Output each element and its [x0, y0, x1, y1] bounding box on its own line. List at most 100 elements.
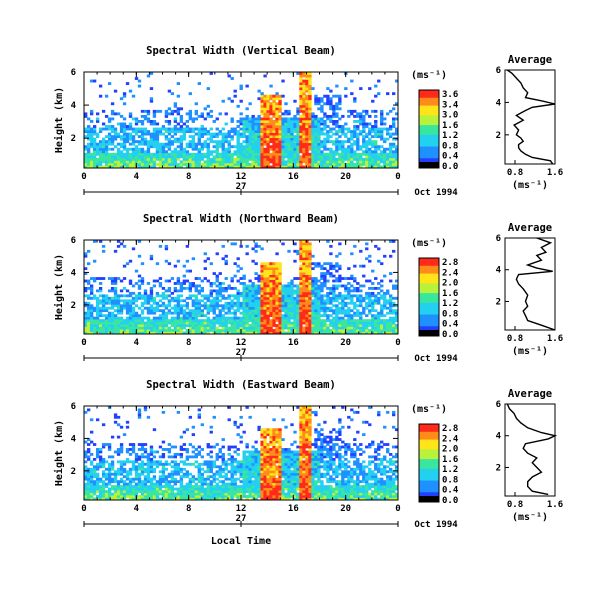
heatmap-cell [87, 143, 90, 146]
heatmap-cell [102, 324, 105, 327]
heatmap-cell [338, 265, 341, 268]
heatmap-cell [314, 155, 317, 158]
heatmap-cell [272, 150, 275, 153]
heatmap-cell [365, 155, 368, 158]
heatmap-cell [353, 110, 356, 113]
heatmap-cell [245, 125, 248, 128]
heatmap-cell [308, 309, 311, 312]
heatmap-cell [177, 473, 180, 476]
heatmap-cell [141, 304, 144, 307]
heatmap-cell [198, 324, 201, 327]
heatmap-cell [210, 289, 213, 292]
heatmap-cell [117, 112, 120, 115]
heatmap-cell [168, 473, 171, 476]
heatmap-cell [320, 110, 323, 113]
heatmap-cell [147, 463, 150, 466]
heatmap-cell [287, 128, 290, 131]
heatmap-cell [269, 297, 272, 300]
heatmap-cell [365, 280, 368, 283]
heatmap-cell [275, 163, 278, 166]
heatmap-cell [90, 431, 93, 434]
heatmap-cell [311, 304, 314, 307]
heatmap-cell [308, 125, 311, 128]
heatmap-cell [99, 322, 102, 325]
heatmap-cell [234, 314, 237, 317]
heatmap-cell [204, 252, 207, 255]
x-tick-label: 12 [236, 172, 247, 182]
heatmap-cell [317, 262, 320, 265]
heatmap-cell [87, 287, 90, 290]
heatmap-cell [96, 480, 99, 483]
heatmap-cell [240, 324, 243, 327]
heatmap-cell [180, 304, 183, 307]
heatmap-cell [162, 317, 165, 320]
heatmap-cell [350, 130, 353, 133]
heatmap-cell [99, 460, 102, 463]
heatmap-cell [317, 280, 320, 283]
heatmap-cell [341, 322, 344, 325]
heatmap-cell [305, 115, 308, 118]
heatmap-cell [237, 327, 240, 330]
heatmap-cell [299, 82, 302, 85]
heatmap-cell [389, 324, 392, 327]
heatmap-cell [368, 294, 371, 297]
heatmap-cell [219, 272, 222, 275]
heatmap-cell [275, 327, 278, 330]
heatmap-cell [329, 115, 332, 118]
heatmap-cell [162, 128, 165, 131]
heatmap-cell [120, 307, 123, 310]
heatmap-cell [120, 309, 123, 312]
heatmap-cell [266, 148, 269, 151]
heatmap-cell [260, 112, 263, 115]
heatmap-cell [84, 493, 87, 496]
heatmap-cell [99, 463, 102, 466]
heatmap-cell [171, 329, 174, 332]
heatmap-cell [302, 120, 305, 123]
heatmap-cell [150, 135, 153, 138]
heatmap-cell [308, 287, 311, 290]
heatmap-cell [237, 143, 240, 146]
heatmap-cell [305, 75, 308, 78]
heatmap-cell [329, 107, 332, 110]
heatmap-cell [386, 153, 389, 156]
heatmap-cell [99, 277, 102, 280]
heatmap-cell [356, 319, 359, 322]
heatmap-cell [260, 97, 263, 100]
heatmap-cell [216, 299, 219, 302]
heatmap-cell [272, 120, 275, 123]
heatmap-cell [195, 314, 198, 317]
heatmap-cell [222, 317, 225, 320]
heatmap-cell [290, 307, 293, 310]
heatmap-cell [126, 155, 129, 158]
heatmap-cell [150, 297, 153, 300]
heatmap-cell [377, 163, 380, 166]
heatmap-cell [386, 307, 389, 310]
heatmap-cell [245, 145, 248, 148]
heatmap-cell [260, 150, 263, 153]
heatmap-cell [377, 260, 380, 263]
heatmap-cell [362, 322, 365, 325]
heatmap-cell [305, 297, 308, 300]
heatmap-cell [353, 153, 356, 156]
heatmap-cell [117, 448, 120, 451]
heatmap-cell [243, 128, 246, 131]
heatmap-cell [159, 485, 162, 488]
heatmap-cell [302, 285, 305, 288]
heatmap-cell [144, 475, 147, 478]
heatmap-cell [335, 297, 338, 300]
heatmap-cell [335, 85, 338, 88]
heatmap-cell [174, 329, 177, 332]
heatmap-cell [150, 123, 153, 126]
heatmap-cell [248, 120, 251, 123]
heatmap-cell [287, 322, 290, 325]
heatmap-cell [219, 163, 222, 166]
heatmap-cell [347, 317, 350, 320]
heatmap-cell [159, 455, 162, 458]
heatmap-cell [222, 245, 225, 248]
heatmap-cell [266, 105, 269, 108]
heatmap-cell [234, 95, 237, 98]
heatmap-cell [177, 411, 180, 414]
heatmap-cell [278, 143, 281, 146]
heatmap-cell [132, 493, 135, 496]
heatmap-cell [183, 468, 186, 471]
